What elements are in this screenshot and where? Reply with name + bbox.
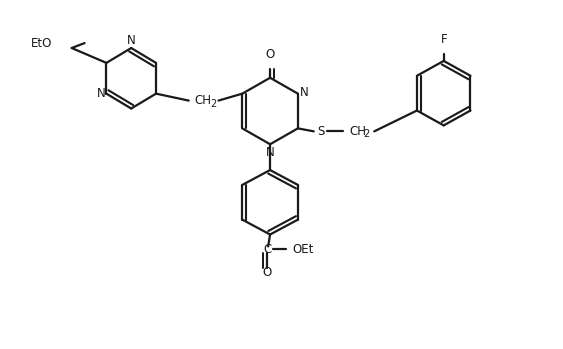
Text: CH: CH [195,94,212,107]
Text: S: S [317,125,324,138]
Text: CH: CH [350,125,367,138]
Text: N: N [97,87,105,100]
Text: 2: 2 [211,98,217,109]
Text: N: N [300,86,309,99]
Text: F: F [440,33,447,46]
Text: 2: 2 [363,129,369,139]
Text: N: N [266,146,275,159]
Text: O: O [266,48,275,61]
Text: EtO: EtO [30,37,52,50]
Text: O: O [262,266,272,279]
Text: OEt: OEt [292,243,313,256]
Text: C: C [263,243,271,256]
Text: N: N [127,34,136,47]
